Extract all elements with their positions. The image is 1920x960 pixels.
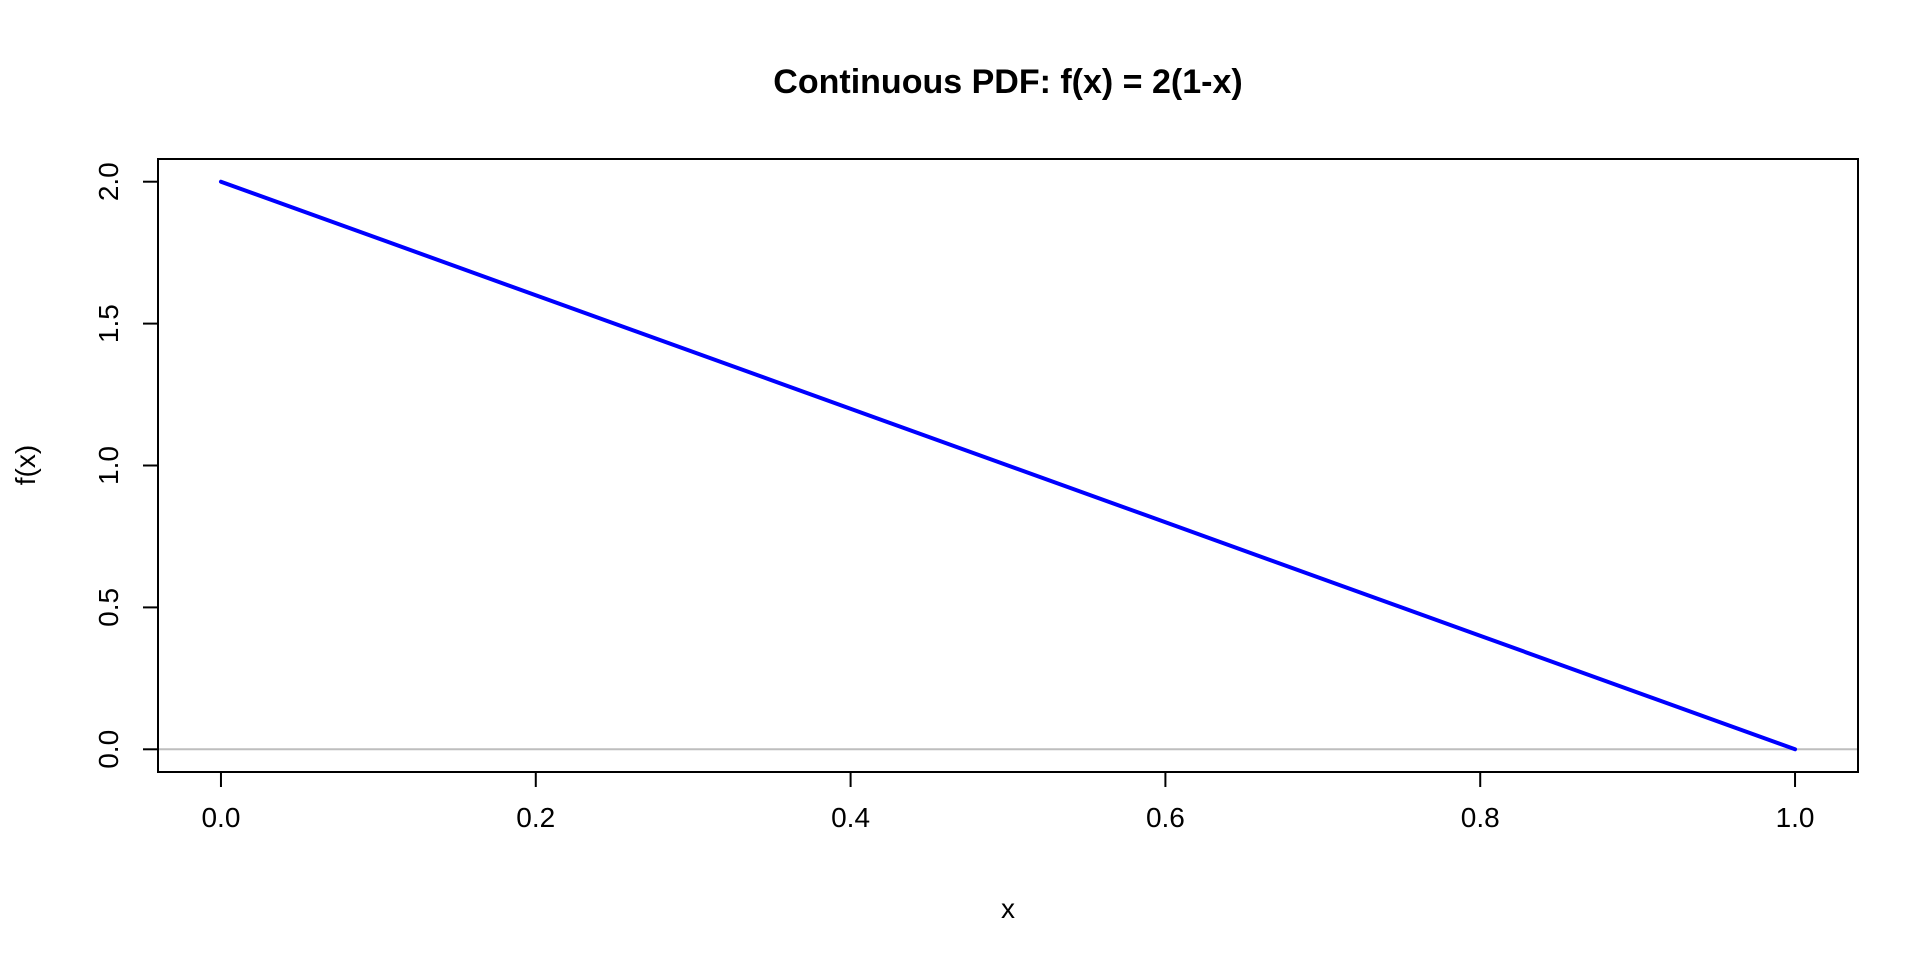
x-tick-label: 0.6: [1146, 802, 1185, 833]
x-tick-label: 0.8: [1461, 802, 1500, 833]
y-tick-label: 1.0: [93, 446, 124, 485]
y-tick-label: 2.0: [93, 162, 124, 201]
x-tick-label: 0.0: [201, 802, 240, 833]
x-tick-label: 0.2: [516, 802, 555, 833]
y-axis-title: f(x): [10, 445, 41, 485]
y-tick-label: 1.5: [93, 304, 124, 343]
x-axis-title: x: [1001, 893, 1015, 924]
x-tick-label: 1.0: [1776, 802, 1815, 833]
x-tick-label: 0.4: [831, 802, 870, 833]
y-tick-label: 0.0: [93, 730, 124, 769]
y-tick-label: 0.5: [93, 588, 124, 627]
axes: 0.0 0.2 0.4 0.6 0.8 1.0 0.0 0.5 1.0 1.5 2.0: [93, 158, 1859, 833]
pdf-line-series: [218, 179, 1798, 752]
plot-area: [158, 179, 1858, 752]
chart-title: Continuous PDF: f(x) = 2(1-x): [773, 63, 1242, 101]
